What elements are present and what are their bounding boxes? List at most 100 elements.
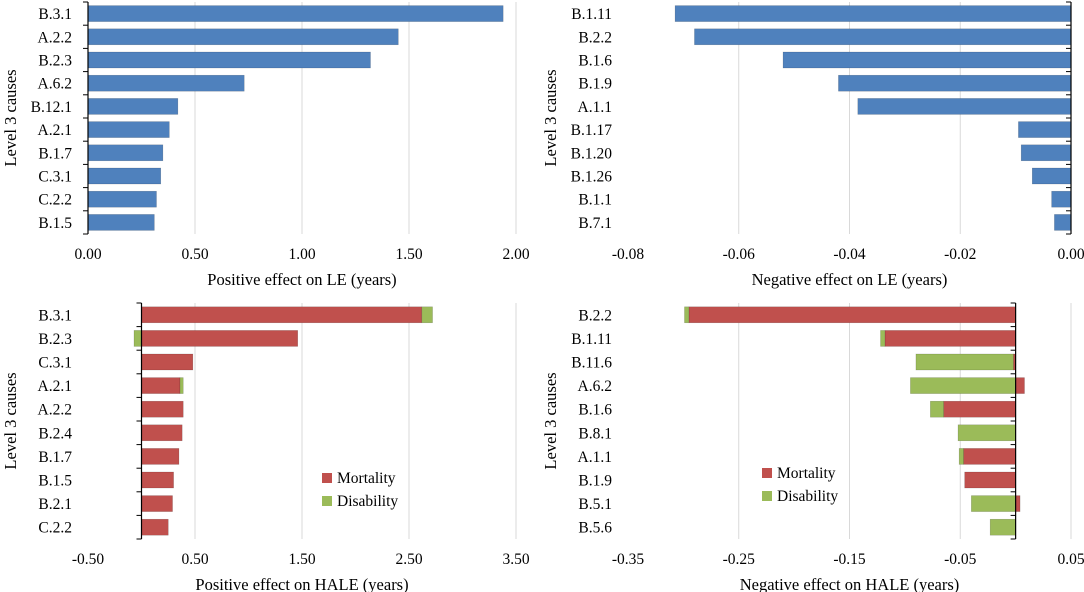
category-label: B.5.1 — [578, 496, 612, 513]
bar-le — [87, 74, 245, 92]
legend-swatch-disability — [322, 496, 332, 506]
legend-swatch-mortality — [322, 473, 332, 483]
bar-disability — [910, 377, 1016, 394]
bar-mortality — [141, 448, 180, 465]
category-label: B.5.6 — [578, 520, 612, 537]
bar-le — [1018, 121, 1072, 138]
bar-mortality — [141, 518, 169, 536]
bar-disability — [179, 377, 184, 394]
category-label: B.2.3 — [38, 331, 72, 348]
y-axis-title: Level 3 causes — [541, 69, 560, 166]
category-label: B.1.6 — [578, 402, 612, 419]
legend-label-disability: Disability — [337, 493, 398, 510]
category-label: B.1.7 — [38, 145, 72, 162]
x-axis-title: Negative effect on HALE (years) — [740, 575, 960, 592]
category-label: B.1.5 — [38, 473, 72, 490]
bar-le — [1020, 144, 1072, 162]
bar-disability — [971, 495, 1016, 512]
bar-mortality — [1015, 377, 1025, 394]
x-tick-label: 3.50 — [502, 551, 529, 568]
y-axis-title: Level 3 causes — [1, 372, 20, 469]
bar-le — [87, 51, 371, 69]
x-tick-label: -0.50 — [72, 551, 105, 568]
bar-le — [87, 144, 164, 162]
bar-le — [87, 214, 155, 231]
x-tick-label: 2.50 — [395, 551, 422, 568]
bar-le — [1054, 214, 1072, 231]
legend-swatch-mortality — [762, 468, 772, 478]
x-tick-label: -0.05 — [944, 551, 977, 568]
category-label: C.3.1 — [38, 169, 72, 186]
category-label: A.2.2 — [38, 402, 72, 419]
category-label: C.3.1 — [38, 355, 72, 372]
bar-disability — [133, 330, 142, 347]
x-tick-label: -0.08 — [612, 246, 645, 263]
chart-panel-2: B.1.11 B.2.2 B.1.6 B.1.9 A.1.1 B.1.17 B.1.20 B.… — [541, 1, 1084, 289]
bar-le — [838, 74, 1072, 92]
chart-panel-4: B.2.2 B.1.11 B.11.6 A.6.2 B.1.6 B.8.1 A.1.1 B.1… — [541, 302, 1084, 592]
bar-mortality — [141, 400, 184, 418]
x-tick-label: 0.50 — [181, 551, 208, 568]
bar-le — [1031, 167, 1072, 185]
category-label: A.1.1 — [578, 99, 612, 116]
category-label: B.1.6 — [578, 53, 612, 70]
category-label: B.12.1 — [31, 99, 72, 116]
bar-mortality — [141, 377, 181, 394]
bar-le — [87, 28, 399, 46]
x-tick-label: 2.00 — [502, 246, 529, 263]
category-label: C.2.2 — [38, 192, 72, 209]
category-label: A.2.1 — [38, 378, 72, 395]
bar-le — [87, 5, 504, 22]
legend-label-mortality: Mortality — [777, 465, 836, 482]
bar-mortality — [1015, 495, 1021, 512]
bar-mortality — [141, 306, 423, 324]
category-label: B.1.20 — [571, 145, 613, 162]
bar-mortality — [141, 353, 194, 371]
category-label: B.1.26 — [571, 169, 613, 186]
category-label: B.1.9 — [578, 76, 612, 93]
bar-mortality — [141, 495, 173, 512]
category-label: B.2.2 — [578, 29, 612, 46]
category-label: C.2.2 — [38, 520, 72, 537]
bar-disability — [880, 330, 886, 347]
category-label: B.2.4 — [38, 425, 72, 442]
bar-le — [1051, 190, 1072, 208]
category-label: B.1.9 — [578, 473, 612, 490]
bar-disability — [957, 424, 1016, 442]
x-tick-label: 0.50 — [181, 246, 208, 263]
x-tick-label: -0.25 — [723, 551, 756, 568]
legend-label-disability: Disability — [777, 488, 838, 505]
legend-swatch-disability — [762, 491, 772, 501]
x-tick-label: -0.04 — [833, 246, 866, 263]
chart-legend: Mortality Disability — [322, 470, 398, 510]
category-label: A.6.2 — [38, 76, 72, 93]
category-label: B.1.1 — [578, 192, 612, 209]
chart-legend: Mortality Disability — [762, 465, 838, 505]
bar-mortality — [943, 400, 1016, 418]
x-axis-title: Positive effect on HALE (years) — [195, 575, 408, 592]
category-label: B.11.6 — [571, 355, 612, 372]
bar-le — [674, 5, 1072, 22]
chart-panel-3: B.3.1 B.2.3 C.3.1 A.2.1 A.2.2 B.2.4 B.1.7 B.1.5… — [1, 302, 530, 592]
category-label: B.1.7 — [38, 449, 72, 466]
category-label: B.7.1 — [578, 215, 612, 232]
chart-panel-1: B.3.1 A.2.2 B.2.3 A.6.2 B.12.1 A.2.1 B.1.7 C.3.… — [1, 1, 530, 289]
bar-disability — [421, 306, 433, 324]
bar-disability — [958, 448, 964, 465]
bar-disability — [989, 518, 1016, 536]
x-axis-title: Positive effect on LE (years) — [207, 270, 396, 289]
x-tick-label: 0.00 — [74, 246, 101, 263]
category-label: B.8.1 — [578, 425, 612, 442]
bar-mortality — [884, 330, 1016, 347]
category-label: B.1.17 — [571, 122, 613, 139]
x-axis-title: Negative effect on LE (years) — [752, 270, 948, 289]
bar-le — [87, 98, 179, 115]
x-tick-label: 0.00 — [1057, 246, 1084, 263]
x-tick-label: 0.05 — [1057, 551, 1084, 568]
bar-mortality — [141, 330, 298, 347]
category-label: A.1.1 — [578, 449, 612, 466]
y-axis-title: Level 3 causes — [1, 69, 20, 166]
bar-mortality — [963, 448, 1016, 465]
bar-mortality — [964, 471, 1016, 489]
